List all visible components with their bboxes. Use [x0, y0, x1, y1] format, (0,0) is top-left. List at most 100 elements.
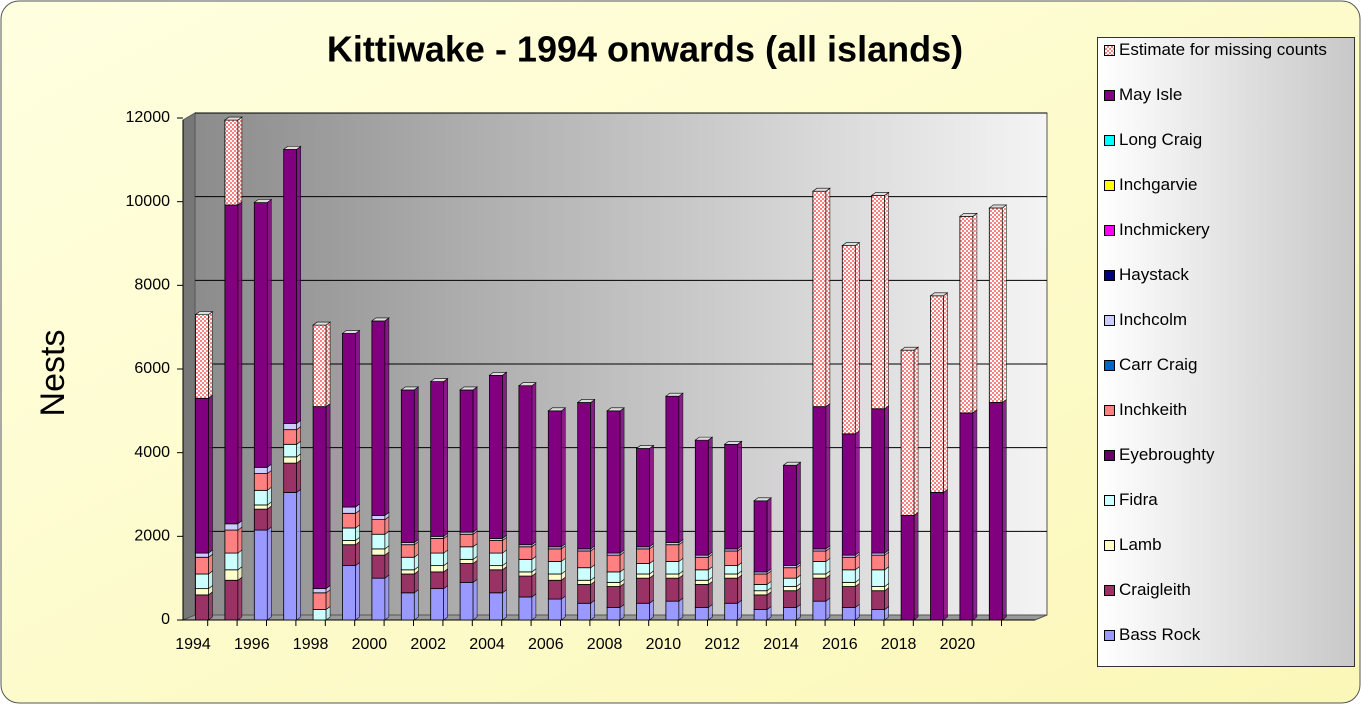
- bar-side: [825, 187, 831, 408]
- legend-label: Craigleith: [1119, 580, 1191, 599]
- bar-segment: [489, 552, 503, 567]
- bar-side: [413, 589, 419, 621]
- bar-segment: [283, 422, 298, 431]
- bar-segment: [694, 569, 709, 581]
- bar-side: [560, 407, 566, 548]
- bar-segment: [871, 569, 886, 587]
- bar-side: [619, 551, 625, 573]
- bar-top: [959, 213, 978, 217]
- x-tick-label: 2010: [646, 636, 682, 653]
- bar-segment: [224, 204, 239, 525]
- bar-side: [1001, 204, 1007, 404]
- bar-side: [884, 405, 890, 554]
- bar-segment: [371, 533, 386, 550]
- bar-top: [194, 311, 214, 315]
- bar-side: [443, 585, 449, 621]
- bar-segment: [283, 429, 298, 445]
- bar-segment: [665, 577, 680, 602]
- bar-segment: [518, 571, 533, 577]
- bar-side: [325, 589, 331, 611]
- legend-label: Inchkeith: [1119, 400, 1188, 419]
- legend-item: Eyebroughty: [1104, 445, 1348, 490]
- bar-segment: [606, 410, 621, 554]
- legend-label: Lamb: [1119, 535, 1162, 554]
- legend-label: Inchmickery: [1119, 220, 1210, 239]
- bar-side: [502, 589, 507, 621]
- bar-top: [606, 407, 625, 412]
- x-tick-label: 1998: [293, 636, 329, 653]
- x-tick-label: 2012: [704, 636, 740, 653]
- bar-segment: [283, 148, 298, 424]
- bar-segment: [753, 584, 768, 592]
- bar-segment: [283, 456, 298, 464]
- legend-swatch: [1104, 180, 1115, 191]
- bar-side: [1001, 398, 1007, 621]
- bar-side: [384, 551, 390, 579]
- bar-side: [237, 549, 243, 571]
- bar-segment: [871, 586, 886, 592]
- legend-label: Eyebroughty: [1119, 445, 1215, 464]
- legend-swatch: [1104, 90, 1115, 101]
- bar-segment: [900, 515, 915, 621]
- bar-side: [560, 595, 566, 621]
- bar-top: [400, 386, 420, 391]
- bar-top: [429, 378, 449, 382]
- bar-side: [737, 599, 743, 621]
- bar-segment: [547, 548, 562, 562]
- x-tick-label: 2000: [352, 636, 388, 653]
- bar-side: [325, 321, 331, 408]
- bar-segment: [400, 389, 415, 544]
- legend-item: Inchgarvie: [1104, 175, 1348, 220]
- bar-side: [972, 409, 978, 621]
- bar-side: [472, 386, 478, 533]
- bar-segment: [753, 594, 768, 610]
- bar-segment: [224, 523, 239, 531]
- bar-segment: [547, 561, 562, 575]
- bar-segment: [753, 573, 768, 585]
- bar-segment: [900, 349, 915, 516]
- bar-segment: [371, 554, 386, 579]
- bar-side: [560, 576, 566, 600]
- bar-top: [900, 346, 919, 351]
- bar-segment: [312, 588, 327, 594]
- bar-segment: [195, 594, 209, 621]
- bar-segment: [312, 609, 327, 621]
- bar-segment: [841, 556, 856, 571]
- bar-segment: [841, 581, 856, 587]
- bar-side: [208, 394, 213, 554]
- bar-side: [531, 572, 537, 598]
- bar-segment: [253, 504, 268, 510]
- bar-segment: [400, 592, 415, 621]
- bar-side: [943, 292, 948, 494]
- bar-side: [619, 582, 625, 609]
- bar-segment: [283, 443, 298, 458]
- bar-segment: [400, 569, 415, 575]
- bar-side: [649, 444, 654, 548]
- bar-segment: [783, 586, 797, 592]
- bar-side: [208, 553, 213, 575]
- y-axis-label: Nests: [34, 330, 72, 417]
- bar-side: [854, 241, 860, 435]
- bar-segment: [636, 548, 650, 564]
- bar-segment: [988, 402, 1003, 621]
- bar-side: [884, 191, 890, 410]
- x-tick-label: 2014: [763, 636, 799, 653]
- bar-top: [223, 116, 243, 121]
- bar-segment: [724, 577, 739, 604]
- bar-side: [237, 526, 243, 554]
- bar-side: [296, 145, 302, 424]
- bar-segment: [459, 389, 474, 533]
- bar-segment: [665, 573, 680, 579]
- y-tick-label: 8000: [134, 277, 170, 294]
- bar-segment: [812, 190, 827, 408]
- bar-side: [854, 582, 860, 609]
- bar-segment: [871, 194, 886, 410]
- bar-segment: [812, 577, 827, 602]
- bar-segment: [636, 448, 650, 548]
- bar-segment: [312, 324, 327, 408]
- bar-segment: [430, 381, 445, 537]
- bar-side: [325, 403, 331, 590]
- bar-segment: [459, 558, 474, 564]
- bar-side: [266, 505, 272, 531]
